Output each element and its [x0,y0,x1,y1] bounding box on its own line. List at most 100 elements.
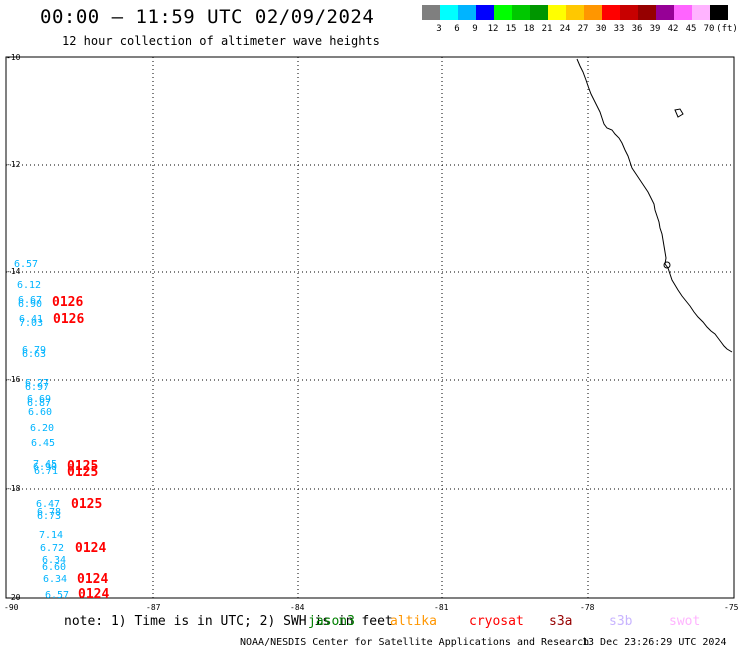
lat-tick-labels: -10 -12 -14 -16 -18 -20 [6,53,21,602]
legend-label: 24 [560,24,571,34]
legend-label: 42 [668,24,679,34]
satellite-label-jason3: jason3 [308,614,355,629]
wave-height-label: 6.34 [42,555,66,566]
legend-label: 36 [632,24,643,34]
wave-height-label: 6.87 [27,398,51,409]
legend-swatch [458,5,476,20]
wave-height-label: 7.45 [33,459,57,470]
wave-height-label: 6.60 [42,562,66,573]
satellite-label-cryosat: cryosat [469,614,524,629]
wave-height-label: 6.20 [30,423,54,434]
legend-swatch [476,5,494,20]
legend-swatch [566,5,584,20]
legend-label: 45 [686,24,697,34]
legend-label: 12 [488,24,499,34]
wave-height-label: 7.03 [19,318,43,329]
lon-tick-labels: -90 -87 -84 -81 -78 -75 [4,603,739,612]
wave-height-label: 6.27 [25,378,49,389]
island [674,108,684,118]
legend-label: 70 [704,24,715,34]
map-subtitle: 12 hour collection of altimeter wave hei… [62,34,380,48]
satellite-key: jason3 altika cryosat s3a s3b swot [308,614,700,629]
lon-tick: -90 [4,603,19,612]
wave-height-label: 6.71 [34,466,58,477]
wave-height-label: 6.97 [25,382,49,393]
legend-label: 9 [472,24,477,34]
wave-height-label: 6.90 [18,299,42,310]
wave-height-label: 6.67 [18,295,42,306]
coastline [576,58,733,353]
lon-tick: -75 [724,603,739,612]
wave-height-label: 6.12 [17,280,41,291]
pass-time-label: 0126 [53,312,84,327]
generated-timestamp: 13 Dec 23:26:29 UTC 2024 [582,637,727,648]
pass-time-label: 0124 [77,572,108,587]
legend-label: 18 [524,24,535,34]
satellite-label-s3a: s3a [549,614,572,629]
lat-tick: -18 [6,484,21,493]
legend-label: 30 [596,24,607,34]
legend-swatch [530,5,548,20]
wave-height-label: 6.63 [22,349,46,360]
satellite-label-altika: altika [390,614,437,629]
credit-line: NOAA/NESDIS Center for Satellite Applica… [240,637,589,648]
satellite-label-swot: swot [669,614,700,629]
units-note: note: 1) Time is in UTC; 2) SWH is in fe… [64,614,393,629]
wave-height-label: 6.72 [40,543,64,554]
legend-swatch [602,5,620,20]
wave-height-label: 7.14 [39,530,63,541]
wave-height-labels: 6.57 6.12 6.67 6.90 6.41 7.03 6.79 6.63 … [14,259,69,601]
legend-swatch [710,5,728,20]
wave-height-label: 6.69 [27,394,51,405]
wave-height-label: 6.34 [43,574,67,585]
legend-label: 21 [542,24,553,34]
lon-tick: -87 [146,603,161,612]
legend-swatch [692,5,710,20]
pass-time-label: 0125 [67,459,98,474]
legend-label: 3 [436,24,441,34]
pass-time-label: 0124 [78,587,109,602]
legend-label: (ft) [716,24,738,34]
legend-swatch [656,5,674,20]
legend-label: 33 [614,24,625,34]
gridlines [6,57,734,598]
pass-time-label: 0125 [67,465,98,480]
wave-height-label: 6.90 [33,462,57,473]
legend-swatch [422,5,440,20]
lon-tick: -84 [290,603,305,612]
legend-label: 27 [578,24,589,34]
legend-label: 6 [454,24,459,34]
lat-tick: -16 [6,375,21,384]
wave-height-label: 6.57 [14,259,38,270]
wave-height-label: 6.45 [31,438,55,449]
lon-tick: -81 [434,603,449,612]
legend-swatch [440,5,458,20]
pass-time-label: 0124 [75,541,106,556]
pass-time-labels: 0126 0126 0125 0125 0125 0124 0124 0124 [52,295,109,602]
legend-swatch [638,5,656,20]
wave-height-label: 6.57 [45,590,69,601]
islet [663,261,671,269]
wave-height-label: 6.79 [22,345,46,356]
lat-tick: -10 [6,53,21,62]
lat-tick: -20 [6,593,21,602]
wave-height-label: 6.60 [28,407,52,418]
wave-height-label: 6.47 [36,499,60,510]
legend-swatch [494,5,512,20]
plot-frame [5,56,735,599]
legend-swatch [620,5,638,20]
wave-height-label: 6.78 [37,507,61,518]
legend-label: 15 [506,24,517,34]
legend-swatch [548,5,566,20]
satellite-label-s3b: s3b [609,614,633,629]
wave-height-label: 6.41 [19,314,43,325]
legend-swatch [674,5,692,20]
pass-time-label: 0126 [52,295,83,310]
map-title: 00:00 – 11:59 UTC 02/09/2024 [40,6,375,28]
legend-swatch [512,5,530,20]
lat-tick: -12 [6,160,21,169]
color-legend: 3 6 9 12 15 18 21 24 27 30 33 36 39 42 45 70 (ft) [422,5,738,34]
lat-tick: -14 [6,267,21,276]
pass-time-label: 0125 [71,497,102,512]
